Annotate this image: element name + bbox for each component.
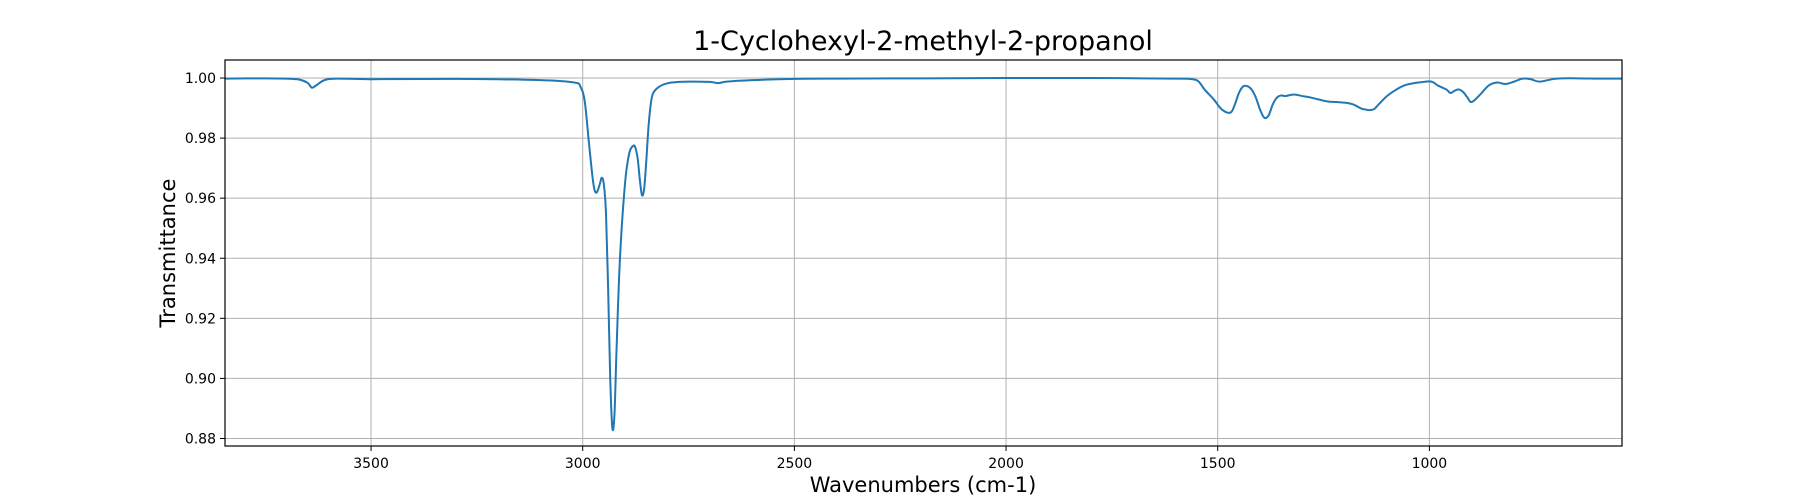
x-axis-label: Wavenumbers (cm-1)	[810, 473, 1037, 497]
y-axis-label: Transmittance	[156, 179, 180, 329]
y-tick-label: 0.92	[185, 311, 216, 327]
x-tick-label: 2000	[988, 456, 1024, 472]
y-tick-label: 0.96	[185, 191, 216, 207]
x-tick-label: 3500	[353, 456, 389, 472]
y-tick-label: 1.00	[185, 71, 216, 87]
grid-layer	[225, 60, 1622, 446]
y-tick-label: 0.90	[185, 371, 216, 387]
y-tick-label: 0.88	[185, 431, 216, 447]
y-tick-label: 0.98	[185, 131, 216, 147]
x-tick-label: 1500	[1200, 456, 1236, 472]
x-tick-label: 3000	[565, 456, 601, 472]
x-tick-label: 2500	[777, 456, 813, 472]
transmittance-series-line	[224, 76, 1623, 432]
series-layer	[224, 76, 1623, 432]
plot-frame	[224, 59, 1623, 447]
y-tick-label: 0.94	[185, 251, 216, 267]
chart-title: 1-Cyclohexyl-2-methyl-2-propanol	[693, 26, 1153, 57]
tick-layer: 3500 3000 2500 2000 1500 1000 0.88 0.90 0.92 0.94…	[185, 71, 1447, 472]
x-tick-label: 1000	[1412, 456, 1448, 472]
